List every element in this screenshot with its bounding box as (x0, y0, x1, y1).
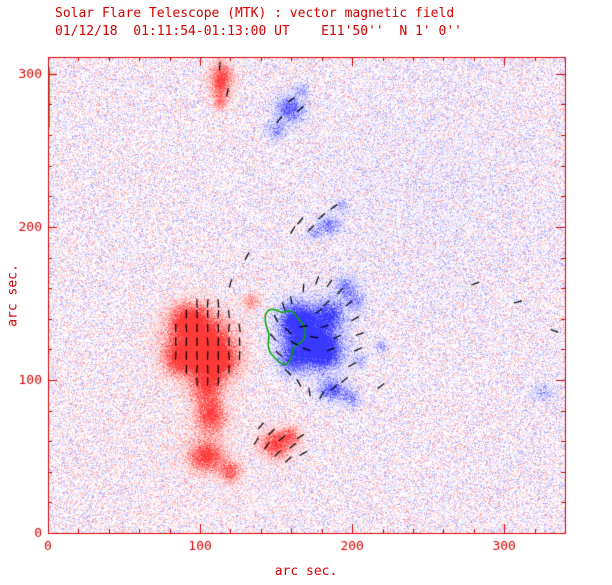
x-axis-label: arc sec. (274, 564, 338, 579)
chart-subtitle: 01/12/18 01:11:54-01:13:00 UT E11'50'' N… (55, 24, 462, 39)
chart-title: Solar Flare Telescope (MTK) : vector mag… (55, 6, 455, 21)
y-axis-label: arc sec. (5, 264, 21, 327)
